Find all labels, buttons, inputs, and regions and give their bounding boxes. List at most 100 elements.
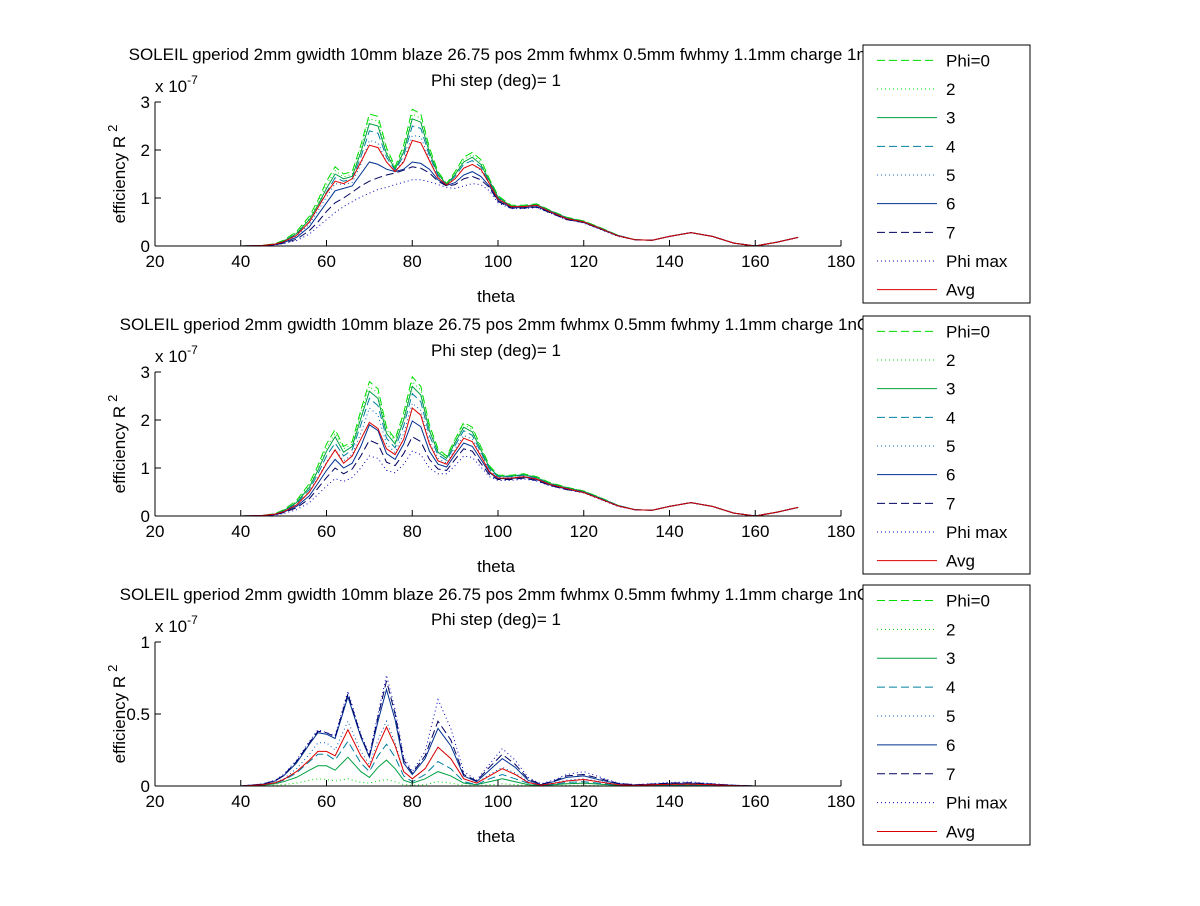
legend-box — [862, 584, 1031, 846]
y-tick-label: 0 — [141, 507, 150, 526]
chart-title: SOLEIL gperiod 2mm gwidth 10mm blaze 26.… — [129, 45, 962, 64]
y-axis-label-power: 2 — [105, 395, 120, 402]
series-line-8 — [180, 179, 799, 247]
series-line-2 — [180, 778, 799, 787]
legend-label: 6 — [946, 736, 955, 755]
subplot-1: 20 40 60 80 100 120 140 160 180 0 1 2 3 x 10-7 efficie… — [105, 44, 1031, 306]
series-line-9 — [180, 725, 799, 787]
x-tick-label: 60 — [317, 792, 336, 811]
legend-label: Avg — [946, 552, 975, 571]
legend-label: 4 — [946, 678, 955, 697]
legend-label: 3 — [946, 380, 955, 399]
y-exponent-base: x 10 — [155, 347, 187, 366]
y-axis-label-text: efficiency R — [110, 676, 129, 764]
x-axis-label: theta — [477, 827, 515, 846]
series-line-4 — [180, 740, 799, 787]
x-tick-label: 180 — [827, 252, 855, 271]
y-tick-label: 0 — [141, 237, 150, 256]
y-tick-label: 2 — [141, 411, 150, 430]
x-axis-label: theta — [477, 287, 515, 306]
legend-label: 4 — [946, 408, 955, 427]
y-tick-label: 3 — [141, 93, 150, 112]
legend: Phi=0 2 3 4 5 6 7 Phi max Avg — [862, 315, 1031, 575]
legend-label: 5 — [946, 707, 955, 726]
legend-label: 7 — [946, 494, 955, 513]
x-tick-label: 140 — [655, 792, 683, 811]
legend-label: 7 — [946, 223, 955, 242]
x-tick-label: 160 — [741, 522, 769, 541]
legend-label: Phi max — [946, 523, 1008, 542]
legend-label: 2 — [946, 620, 955, 639]
x-tick-label: 160 — [741, 792, 769, 811]
x-tick-label: 120 — [570, 792, 598, 811]
y-exponent-power: -7 — [187, 73, 198, 87]
legend-label: Phi=0 — [946, 51, 990, 70]
subplot-3: 20 40 60 80 100 120 140 160 180 0 0.5 1 x 10-7 effici… — [105, 584, 1031, 846]
x-tick-label: 140 — [655, 522, 683, 541]
legend-label: 2 — [946, 351, 955, 370]
y-axis-label: efficiency R 2 — [105, 665, 129, 764]
legend: Phi=0 2 3 4 5 6 7 Phi max Avg — [862, 584, 1031, 846]
axes-background — [155, 642, 841, 786]
x-tick-label: 120 — [570, 252, 598, 271]
x-tick-label: 180 — [827, 522, 855, 541]
y-exponent-power: -7 — [187, 343, 198, 357]
legend-label: Avg — [946, 823, 975, 842]
legend-box — [862, 44, 1031, 304]
series-line-9 — [180, 139, 799, 247]
y-tick-label: 0 — [141, 777, 150, 796]
y-axis-label: efficiency R 2 — [105, 125, 129, 224]
legend-label: 5 — [946, 437, 955, 456]
x-tick-label: 40 — [231, 792, 250, 811]
y-exponent-label: x 10-7 — [155, 613, 198, 636]
legend-label: Phi=0 — [946, 322, 990, 341]
legend-label: 4 — [946, 137, 955, 156]
x-tick-label: 20 — [146, 792, 165, 811]
series-line-1 — [180, 375, 799, 517]
y-tick-label: 2 — [141, 141, 150, 160]
y-exponent-power: -7 — [187, 613, 198, 627]
legend-label: Phi max — [946, 252, 1008, 271]
y-axis-label-text: efficiency R — [110, 406, 129, 494]
y-axis-label: efficiency R 2 — [105, 395, 129, 494]
legend-label: Phi max — [946, 794, 1008, 813]
x-tick-label: 100 — [484, 252, 512, 271]
series-line-8 — [180, 674, 799, 787]
x-tick-label: 100 — [484, 522, 512, 541]
legend-label: Phi=0 — [946, 591, 990, 610]
legend-label: 5 — [946, 166, 955, 185]
legend-label: Avg — [946, 281, 975, 300]
y-exponent-base: x 10 — [155, 77, 187, 96]
x-tick-label: 20 — [146, 522, 165, 541]
y-axis-label-power: 2 — [105, 665, 120, 672]
x-tick-label: 60 — [317, 252, 336, 271]
legend-label: 6 — [946, 466, 955, 485]
x-tick-label: 120 — [570, 522, 598, 541]
legend-label: 3 — [946, 109, 955, 128]
y-tick-label: 0.5 — [126, 705, 150, 724]
subplot-2: 20 40 60 80 100 120 140 160 180 0 1 2 3 x 10-7 efficie… — [105, 315, 1031, 576]
x-tick-label: 80 — [403, 522, 422, 541]
x-tick-label: 80 — [403, 792, 422, 811]
x-tick-label: 140 — [655, 252, 683, 271]
series-line-7 — [180, 166, 799, 247]
chart-subtitle: Phi step (deg)= 1 — [431, 610, 561, 629]
x-tick-label: 40 — [231, 252, 250, 271]
x-tick-label: 80 — [403, 252, 422, 271]
y-axis-label-text: efficiency R — [110, 136, 129, 224]
x-tick-label: 40 — [231, 522, 250, 541]
axes-background — [155, 372, 841, 516]
x-tick-label: 160 — [741, 252, 769, 271]
x-tick-label: 60 — [317, 522, 336, 541]
axes-background — [155, 102, 841, 246]
legend: Phi=0 2 3 4 5 6 7 Phi max Avg — [862, 44, 1031, 304]
chart-subtitle: Phi step (deg)= 1 — [431, 71, 561, 90]
y-exponent-label: x 10-7 — [155, 343, 198, 366]
y-exponent-base: x 10 — [155, 617, 187, 636]
chart-title: SOLEIL gperiod 2mm gwidth 10mm blaze 26.… — [120, 585, 953, 604]
legend-box — [862, 315, 1031, 575]
legend-label: 2 — [946, 80, 955, 99]
x-tick-label: 100 — [484, 792, 512, 811]
